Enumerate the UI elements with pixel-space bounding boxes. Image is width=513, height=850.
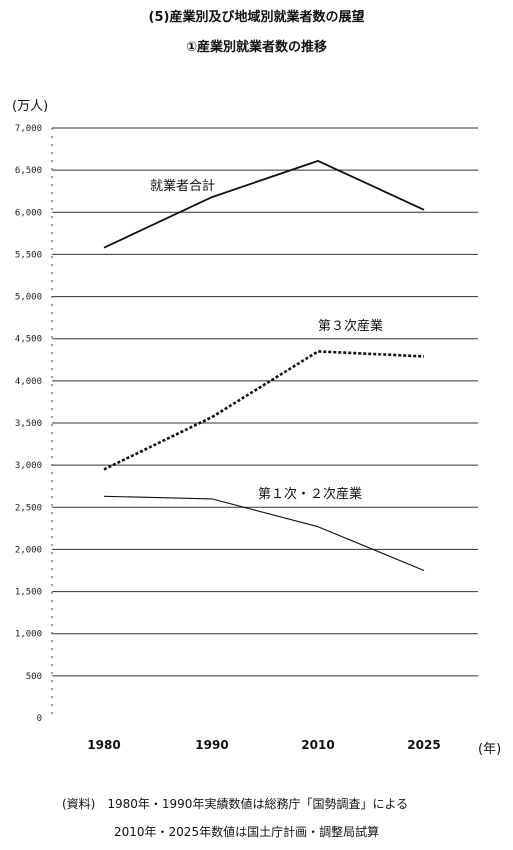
chart-subtitle: ①産業別就業者数の推移 — [185, 40, 327, 55]
source-note-line-2: 2010年・2025年数値は国土庁計画・調整局試算 — [114, 825, 380, 839]
y-tick-label: 4,500 — [15, 335, 42, 345]
series-label: 第３次産業 — [318, 318, 383, 334]
x-tick-label: 2025 — [407, 738, 440, 752]
series-label: 第１次・２次産業 — [258, 486, 362, 502]
y-tick-label: 2,500 — [15, 503, 42, 513]
series-line — [103, 159, 425, 249]
x-tick-label: 2010 — [301, 738, 334, 752]
x-tick-label: 1990 — [195, 738, 228, 752]
y-tick-label: 0 — [37, 714, 42, 724]
y-tick-label: 6,500 — [15, 166, 42, 176]
y-tick-label: 5,000 — [15, 293, 42, 303]
y-tick-label: 1,000 — [15, 630, 42, 640]
series-line — [103, 350, 425, 471]
series-label: 就業者合計 — [150, 178, 215, 194]
y-tick-label: 3,000 — [15, 461, 42, 471]
y-tick-label: 500 — [26, 672, 42, 682]
x-axis-unit-label: (年) — [478, 742, 502, 757]
y-axis-unit-label: (万人) — [12, 99, 49, 114]
y-tick-label: 2,000 — [15, 545, 42, 555]
y-tick-label: 1,500 — [15, 588, 42, 598]
y-tick-label: 3,500 — [15, 419, 42, 429]
y-tick-label: 4,000 — [15, 377, 42, 387]
y-tick-label: 7,000 — [15, 124, 42, 134]
series-line — [103, 495, 425, 572]
x-tick-label: 1980 — [87, 738, 120, 752]
chart-title: (5)産業別及び地域別就業者数の展望 — [148, 10, 365, 25]
y-tick-label: 5,500 — [15, 250, 42, 260]
source-note-line-1: (資料) 1980年・1990年実績数値は総務庁「国勢調査」による — [62, 797, 409, 811]
y-tick-label: 6,000 — [15, 208, 42, 218]
